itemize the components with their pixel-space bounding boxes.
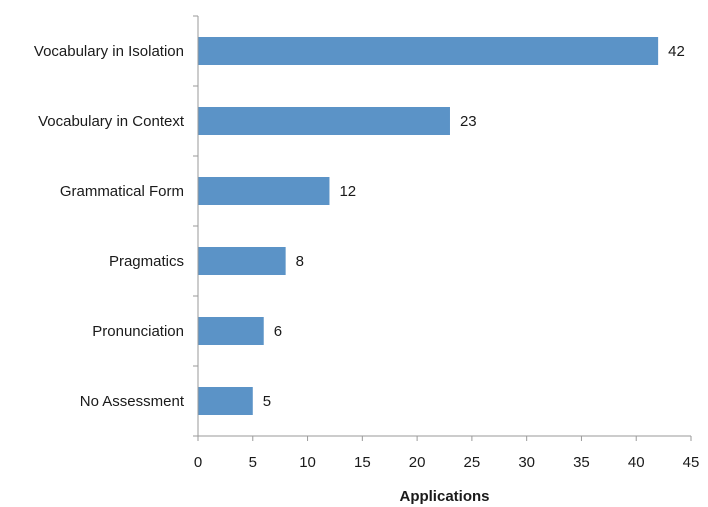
axes-layer	[197, 16, 691, 437]
x-tick-label: 45	[683, 454, 700, 471]
data-labels: 42 23 12 8 6 5	[263, 43, 685, 410]
x-tick-label: 30	[518, 454, 535, 471]
x-ticks: 0 5 10 15 20 25 30 35 40 45	[193, 15, 700, 471]
x-tick-label: 0	[194, 454, 202, 471]
bar	[198, 37, 659, 65]
x-tick-label: 5	[249, 454, 257, 471]
category-label: Grammatical Form	[60, 183, 184, 200]
bar	[198, 177, 330, 205]
x-tick-label: 10	[299, 454, 316, 471]
x-tick-label: 25	[464, 454, 481, 471]
bar	[198, 317, 264, 345]
data-label: 23	[460, 113, 477, 130]
category-label: Vocabulary in Context	[38, 113, 185, 130]
category-label: Vocabulary in Isolation	[34, 43, 184, 60]
category-label: No Assessment	[80, 393, 185, 410]
bar	[198, 107, 450, 135]
data-label: 12	[339, 183, 356, 200]
x-tick-label: 15	[354, 454, 371, 471]
bar	[198, 247, 286, 275]
x-tick-label: 35	[573, 454, 590, 471]
data-label: 6	[274, 323, 282, 340]
data-label: 8	[296, 253, 304, 270]
bar	[198, 387, 253, 415]
x-tick-label: 20	[409, 454, 426, 471]
data-label: 5	[263, 393, 271, 410]
x-axis-title: Applications	[399, 488, 489, 505]
category-label: Pragmatics	[109, 253, 184, 270]
bars-layer	[198, 37, 659, 415]
category-labels: Vocabulary in Isolation Vocabulary in Con…	[34, 43, 185, 410]
data-label: 42	[668, 43, 685, 60]
x-tick-label: 40	[628, 454, 645, 471]
category-label: Pronunciation	[92, 323, 184, 340]
